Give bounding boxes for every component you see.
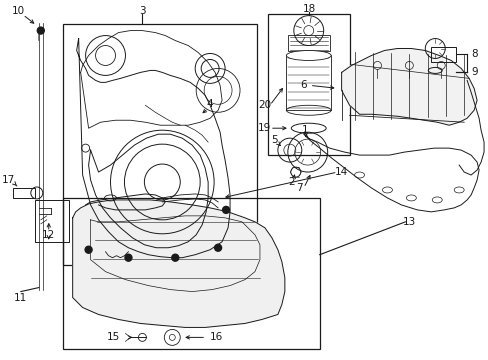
Text: 1: 1 bbox=[301, 125, 307, 135]
Bar bbox=[13, 188, 35, 198]
Text: 10: 10 bbox=[12, 6, 25, 15]
Bar bbox=[285, 55, 330, 110]
Text: 2: 2 bbox=[288, 177, 295, 187]
Text: 18: 18 bbox=[303, 4, 316, 14]
Bar bbox=[287, 35, 329, 50]
Circle shape bbox=[85, 246, 92, 253]
Circle shape bbox=[214, 244, 221, 251]
Polygon shape bbox=[341, 49, 476, 125]
Bar bbox=[35, 200, 68, 242]
Ellipse shape bbox=[286, 50, 330, 60]
Text: 5: 5 bbox=[271, 135, 278, 145]
Text: 12: 12 bbox=[42, 230, 55, 240]
Circle shape bbox=[222, 206, 229, 213]
Circle shape bbox=[125, 254, 132, 261]
Bar bbox=[62, 24, 256, 265]
Text: 19: 19 bbox=[258, 123, 271, 133]
Text: 16: 16 bbox=[210, 332, 223, 342]
Text: 9: 9 bbox=[470, 67, 477, 77]
Text: 8: 8 bbox=[470, 49, 477, 59]
Text: 3: 3 bbox=[139, 6, 145, 15]
Circle shape bbox=[171, 254, 179, 261]
Polygon shape bbox=[73, 200, 285, 328]
Text: 7: 7 bbox=[296, 183, 303, 193]
Text: 14: 14 bbox=[334, 167, 347, 177]
Bar bbox=[430, 46, 455, 62]
Text: 11: 11 bbox=[14, 293, 27, 302]
Text: 6: 6 bbox=[300, 80, 306, 90]
Text: 13: 13 bbox=[402, 217, 415, 227]
Text: 20: 20 bbox=[258, 100, 271, 110]
Text: 15: 15 bbox=[107, 332, 120, 342]
Bar bbox=[62, 198, 319, 349]
Text: 17: 17 bbox=[2, 175, 16, 185]
Text: 4: 4 bbox=[206, 99, 213, 109]
Bar bbox=[267, 14, 349, 155]
Circle shape bbox=[37, 27, 44, 34]
